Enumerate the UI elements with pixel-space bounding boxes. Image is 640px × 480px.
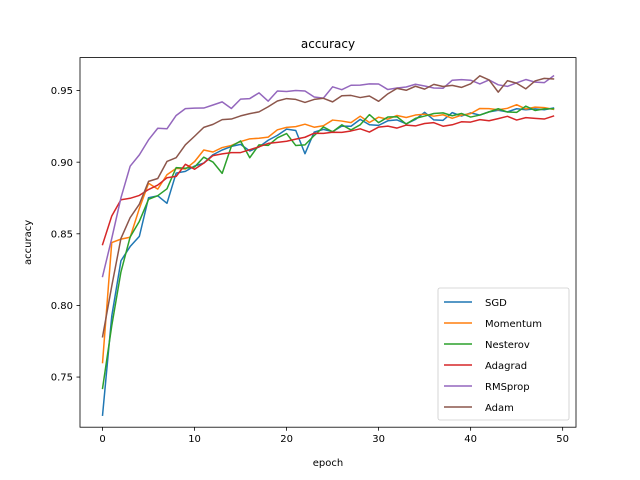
- x-axis-label: epoch: [313, 458, 343, 469]
- series-line-adagrad: [101, 115, 555, 246]
- legend-label-nesterov: Nesterov: [485, 340, 530, 351]
- series-line-nesterov: [101, 105, 555, 390]
- legend-label-rmsprop: RMSprop: [485, 382, 530, 393]
- axes-layer: [79, 57, 577, 428]
- legend: SGD Momentum Nesterov Adagrad RMSprop Adam: [437, 287, 570, 421]
- y-axis: 0.75 0.80 0.85 0.90 0.95: [51, 86, 80, 384]
- x-tick-label: 50: [556, 434, 569, 445]
- x-tick-label: 30: [372, 434, 385, 445]
- y-tick-label: 0.85: [51, 229, 73, 240]
- y-tick-label: 0.90: [51, 158, 73, 169]
- legend-label-sgd: SGD: [485, 298, 507, 309]
- legend-label-momentum: Momentum: [485, 319, 542, 330]
- legend-frame: [437, 287, 570, 421]
- x-tick-label: 40: [464, 434, 477, 445]
- x-tick-label: 20: [280, 434, 293, 445]
- legend-label-adagrad: Adagrad: [485, 361, 527, 372]
- series-line-adam: [101, 75, 555, 338]
- chart-title: accuracy: [301, 37, 355, 51]
- series-line-rmsprop: [101, 74, 555, 278]
- legend-label-adam: Adam: [485, 403, 514, 414]
- x-tick-label: 0: [99, 434, 105, 445]
- axes-frame: [79, 57, 577, 428]
- y-tick-label: 0.75: [51, 373, 73, 384]
- y-axis-label: accuracy: [23, 220, 34, 265]
- x-axis: 0 10 20 30 40 50: [99, 427, 569, 445]
- series-layer: [101, 74, 555, 416]
- y-tick-label: 0.95: [51, 86, 73, 97]
- y-tick-label: 0.80: [51, 301, 73, 312]
- x-tick-label: 10: [188, 434, 201, 445]
